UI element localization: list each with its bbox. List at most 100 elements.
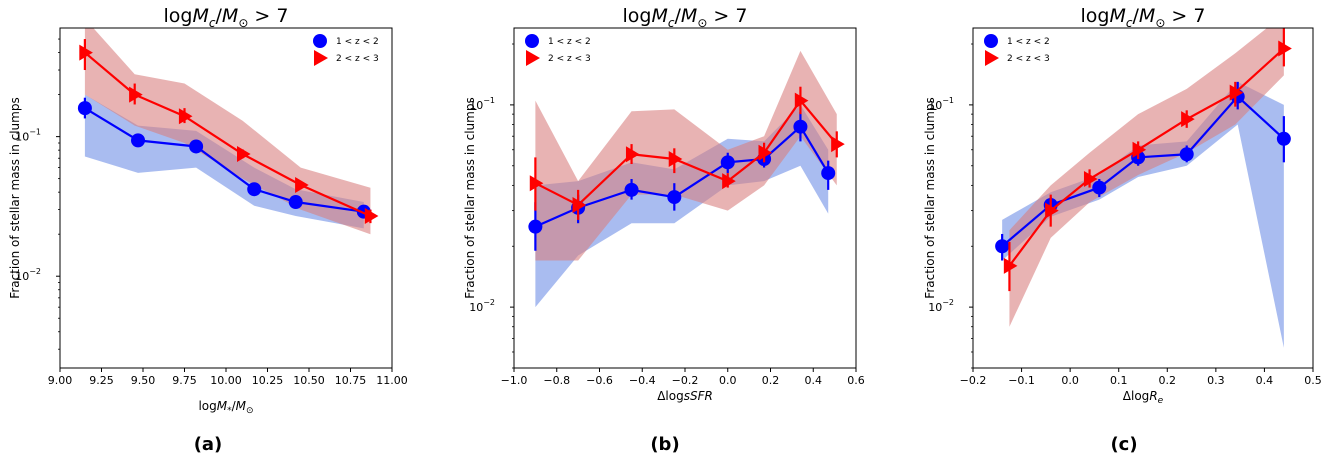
panel-a-ylabel: Fraction of stellar mass in clumps — [8, 97, 22, 298]
panel-b-series — [528, 86, 845, 251]
x-tick-label: 0.2 — [1159, 374, 1177, 387]
panel-c-label: (c) — [1110, 434, 1137, 455]
legend-marker-2 — [985, 50, 999, 66]
series-2-point — [668, 151, 683, 168]
panel-a-xlabel: logM*/M⊙ — [198, 399, 253, 416]
legend-label-2: 2 < z < 3 — [336, 54, 379, 64]
y-tick-label: 10−2 — [469, 298, 495, 314]
series-1-line — [84, 107, 364, 213]
series-1-point — [821, 166, 836, 181]
panel-b: −1.0 −0.8 −0.6 −0.4 −0.2 0.0 0.2 0.4 0.6 10−210−… — [463, 5, 865, 455]
y-tick-label: 10−1 — [15, 128, 41, 144]
x-tick-label: 0.4 — [1256, 374, 1274, 387]
panel-a: 9.00 9.25 9.50 9.75 10.00 10.25 10.50 10.75 11.0… — [8, 5, 408, 455]
series-1-band — [1002, 81, 1284, 348]
series-2-point — [178, 108, 193, 125]
series-1-point — [77, 101, 92, 116]
series-2-band — [535, 50, 837, 261]
series-2-point — [1083, 171, 1098, 188]
x-tick-label: 11.00 — [376, 374, 408, 387]
legend-label-2: 2 < z < 3 — [1007, 54, 1050, 64]
series-2-point — [529, 175, 544, 192]
x-tick-label: 9.00 — [48, 374, 73, 387]
y-tick-label: 10−2 — [15, 267, 41, 283]
x-tick-label: 9.25 — [89, 374, 114, 387]
x-tick-label: 10.75 — [335, 374, 367, 387]
x-tick-label: 9.75 — [172, 374, 197, 387]
series-2-point — [572, 196, 587, 213]
series-2-point — [237, 146, 251, 163]
x-tick-label: −0.1 — [1008, 374, 1035, 387]
panel-c-xlabel: ΔlogRe — [1123, 389, 1164, 406]
series-1-point — [1092, 180, 1107, 195]
panel-b-yticks: 10−2 10−1 — [469, 43, 514, 369]
x-tick-label: 0.4 — [805, 374, 823, 387]
panel-c-xticks: −0.2 −0.1 0.0 0.1 0.2 0.3 0.4 0.5 — [960, 368, 1322, 387]
x-tick-label: 9.50 — [131, 374, 156, 387]
series-2-point — [295, 177, 309, 194]
legend-marker-2 — [314, 50, 328, 66]
x-tick-label: 10.00 — [210, 374, 242, 387]
x-tick-label: 0.1 — [1110, 374, 1128, 387]
y-tick-label: 10−2 — [928, 298, 954, 314]
series-2-line — [534, 98, 838, 207]
series-1-point — [288, 195, 303, 210]
y-tick-label: 10−1 — [469, 96, 495, 112]
series-1-point — [247, 182, 262, 197]
series-1-point — [189, 139, 204, 154]
panel-c-series — [995, 28, 1292, 292]
x-tick-label: 0.6 — [847, 374, 865, 387]
legend-marker-2 — [526, 50, 540, 66]
legend-label-1: 1 < z < 2 — [1007, 37, 1050, 47]
legend-marker-1 — [525, 34, 539, 48]
panel-c-title: logMc/M⊙ > 7 — [1081, 5, 1206, 30]
series-1-point — [667, 190, 682, 205]
x-tick-label: 0.5 — [1304, 374, 1322, 387]
legend-label-1: 1 < z < 2 — [336, 37, 379, 47]
series-2-point — [758, 144, 773, 161]
panel-a-legend: 1 < z < 2 2 < z < 3 — [313, 34, 379, 66]
x-tick-label: −0.8 — [543, 374, 570, 387]
series-1-point — [720, 155, 735, 170]
panel-b-label: (b) — [650, 434, 679, 455]
panel-b-bands — [535, 50, 837, 308]
x-tick-label: 10.25 — [252, 374, 284, 387]
x-tick-label: −0.4 — [629, 374, 656, 387]
series-2-point — [1229, 84, 1244, 101]
panel-a-label: (a) — [194, 434, 223, 455]
panel-a-yticks: 10−2 10−1 — [15, 38, 60, 350]
series-2-point — [831, 136, 845, 153]
series-2-point — [1045, 202, 1059, 219]
panel-c-frame — [972, 27, 1314, 369]
panel-c: −0.2 −0.1 0.0 0.1 0.2 0.3 0.4 0.5 10−2 10−1 logM… — [923, 5, 1322, 455]
series-1-point — [624, 182, 639, 197]
panel-a-bands — [84, 28, 371, 235]
series-2-point — [129, 86, 143, 103]
series-2-band — [1009, 28, 1284, 327]
x-tick-label: 0.2 — [762, 374, 780, 387]
series-1-point — [1276, 131, 1291, 146]
panel-a-title: logMc/M⊙ > 7 — [164, 5, 289, 30]
series-1-point — [995, 239, 1010, 254]
x-tick-label: −1.0 — [501, 374, 528, 387]
panel-b-title: logMc/M⊙ > 7 — [623, 5, 748, 30]
series-2-point — [722, 173, 736, 190]
panel-a-xticks: 9.00 9.25 9.50 9.75 10.00 10.25 10.50 10.75 11.0… — [48, 368, 408, 387]
series-2-point — [364, 207, 379, 224]
series-1-point — [1179, 147, 1194, 162]
panel-c-ylabel: Fraction of stellar mass in clumps — [923, 97, 937, 298]
series-2-point — [794, 92, 809, 109]
x-tick-label: −0.2 — [960, 374, 987, 387]
series-2-point — [1003, 257, 1018, 274]
panel-c-legend: 1 < z < 2 2 < z < 3 — [984, 34, 1050, 66]
legend-marker-1 — [313, 34, 327, 48]
x-tick-label: 0.0 — [719, 374, 737, 387]
legend-marker-1 — [984, 34, 998, 48]
series-1-point — [793, 119, 808, 134]
x-tick-label: 0.3 — [1207, 374, 1225, 387]
legend-label-1: 1 < z < 2 — [548, 37, 591, 47]
legend-label-2: 2 < z < 3 — [548, 54, 591, 64]
series-2-line — [84, 51, 371, 218]
panel-b-xlabel: ΔlogsSFR — [657, 389, 713, 403]
